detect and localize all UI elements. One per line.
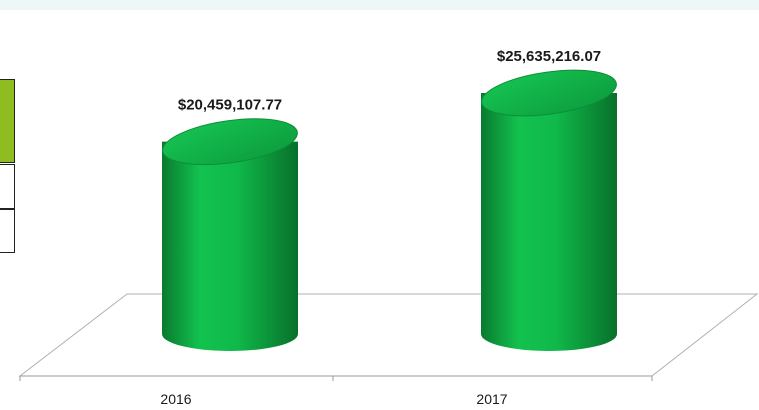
legend-swatch-blank-1 <box>0 164 15 209</box>
bar-2016 <box>162 141 298 351</box>
x-tick-label-2017: 2017 <box>476 391 507 407</box>
data-label-2017: $25,635,216.07 <box>497 48 601 65</box>
bar-2017 <box>481 93 617 352</box>
bars-group <box>162 69 617 352</box>
floor-plane <box>18 293 759 377</box>
x-tick-label-2016: 2016 <box>160 391 191 407</box>
legend-swatch-blank-2 <box>0 209 15 253</box>
tick-labels-group: 2016 2017 <box>160 391 507 407</box>
legend-swatch-green <box>0 79 15 163</box>
x-axis <box>19 376 653 381</box>
bar-top-2016 <box>162 118 298 166</box>
data-label-2016: $20,459,107.77 <box>178 97 282 114</box>
data-labels-group: $20,459,107.77 $25,635,216.07 <box>178 48 601 114</box>
top-band <box>0 0 759 10</box>
bar-top-2017 <box>481 69 617 117</box>
